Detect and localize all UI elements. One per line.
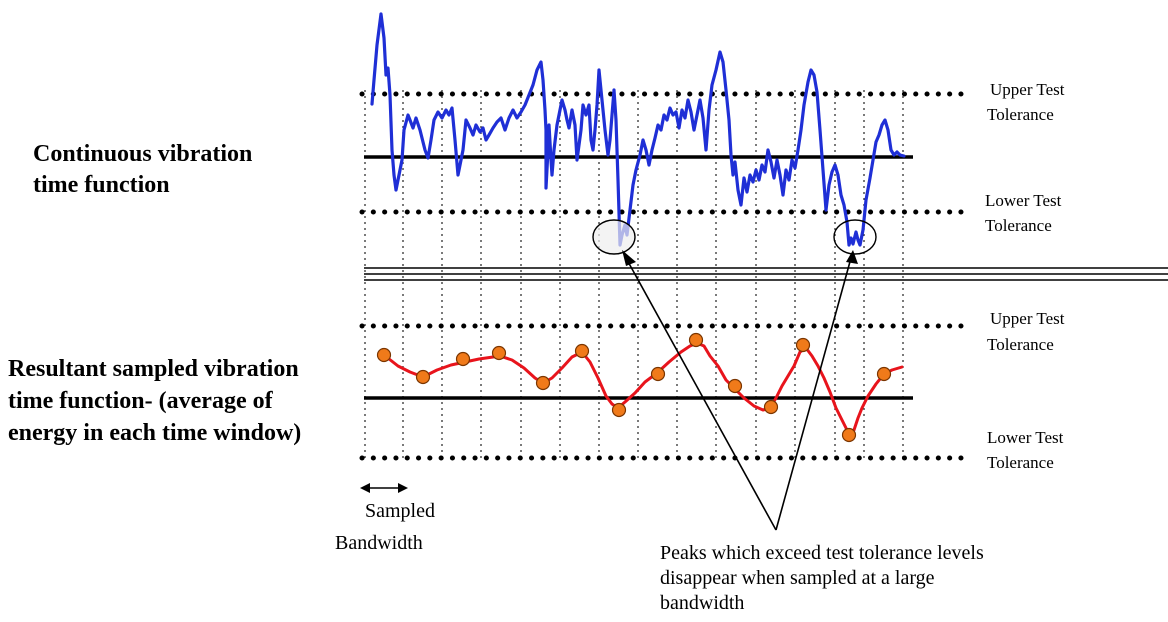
annotation-arrowhead-left xyxy=(622,250,636,266)
sample-marker xyxy=(876,366,892,382)
lower-tolerance-bottom-label-line2: Tolerance xyxy=(987,453,1054,472)
section-separator xyxy=(364,267,1168,281)
annotation-note-line1: Peaks which exceed test tolerance levels xyxy=(660,542,984,564)
upper-tolerance-top-label-line1: Upper Test xyxy=(990,80,1065,99)
sample-marker xyxy=(795,337,811,353)
upper-tolerance-bottom-label-line1: Upper Test xyxy=(990,309,1065,328)
sampled-label-line3: energy in each time window) xyxy=(8,420,302,446)
time-window-dividers xyxy=(364,90,904,462)
bandwidth-arrowhead-right xyxy=(398,483,408,493)
sample-marker xyxy=(376,347,392,363)
bandwidth-arrow-icon xyxy=(360,483,408,493)
annotation-arrow-left-line xyxy=(625,257,777,531)
sample-marker xyxy=(535,375,551,391)
lower-tolerance-bottom-label-line1: Lower Test xyxy=(987,428,1064,447)
bandwidth-label-line2: Bandwidth xyxy=(335,532,423,554)
upper-tolerance-bottom-label-line2: Tolerance xyxy=(987,335,1054,354)
sample-marker xyxy=(650,366,666,382)
sampled-label-line1: Resultant sampled vibration xyxy=(8,356,299,382)
bandwidth-label-line1: Sampled xyxy=(365,500,435,522)
annotation-arrow-right-line xyxy=(775,257,852,531)
sample-marker xyxy=(455,351,471,367)
annotation-note-line3: bandwidth xyxy=(660,592,745,614)
sample-marker xyxy=(574,343,590,359)
annotation-arrowhead-right xyxy=(846,250,858,264)
sample-marker xyxy=(727,378,743,394)
lower-tolerance-top-label-line1: Lower Test xyxy=(985,191,1062,210)
sample-marker xyxy=(611,402,627,418)
sample-marker xyxy=(763,399,779,415)
sample-markers xyxy=(376,332,892,443)
upper-tolerance-top-label-line2: Tolerance xyxy=(987,105,1054,124)
bandwidth-arrowhead-left xyxy=(360,483,370,493)
tolerance-lines xyxy=(359,91,975,461)
exceedance-highlight-ellipse xyxy=(833,219,877,255)
lower-tolerance-top-label-line2: Tolerance xyxy=(985,216,1052,235)
annotation-arrows xyxy=(622,250,858,531)
annotation-note-line2: disappear when sampled at a large xyxy=(660,567,935,589)
exceedance-highlight-ellipse xyxy=(592,219,636,255)
sample-marker xyxy=(841,427,857,443)
sample-marker xyxy=(415,369,431,385)
sample-marker xyxy=(688,332,704,348)
sample-marker xyxy=(491,345,507,361)
sampled-label-line2: time function- (average of xyxy=(8,388,273,414)
continuous-label-line2: time function xyxy=(33,172,170,198)
exceedance-highlights xyxy=(592,219,877,255)
continuous-label-line1: Continuous vibration xyxy=(33,141,253,167)
